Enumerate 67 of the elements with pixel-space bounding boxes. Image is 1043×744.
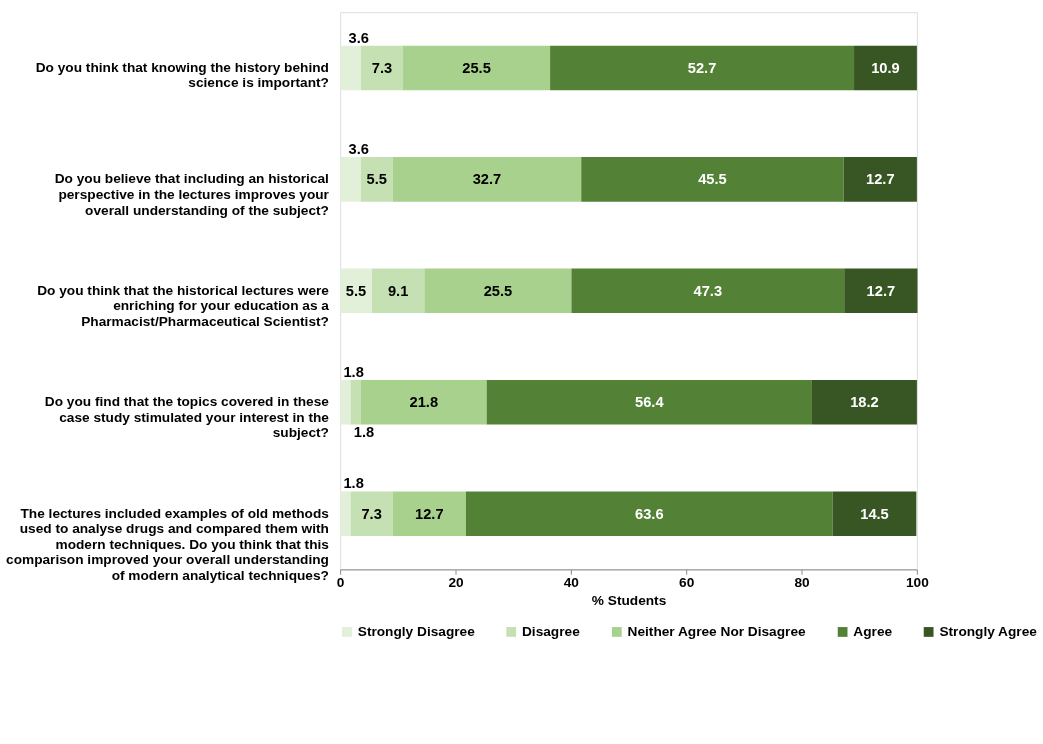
bar — [340, 491, 351, 536]
data-label: 56.4 — [635, 394, 665, 411]
bar — [360, 45, 404, 91]
data-label: 7.3 — [361, 505, 382, 522]
bar — [340, 45, 361, 91]
data-label: 21.8 — [409, 394, 439, 411]
bar — [550, 45, 855, 91]
data-label: 3.6 — [348, 29, 369, 46]
legend-label: Disagree — [521, 623, 581, 639]
x-tick-label: 80 — [794, 575, 811, 591]
data-label: 52.7 — [687, 59, 717, 76]
data-label: 1.8 — [343, 363, 364, 380]
bar — [571, 268, 845, 314]
data-label: 7.3 — [371, 59, 393, 76]
bar — [403, 45, 551, 91]
legend-label: Strongly Disagree — [357, 623, 476, 639]
legend-label: Agree — [853, 623, 893, 639]
data-label: 9.1 — [387, 282, 409, 299]
data-label: 12.7 — [866, 282, 896, 299]
data-label: 12.7 — [415, 505, 444, 522]
bar — [360, 157, 393, 202]
x-tick-label: 0 — [336, 575, 345, 591]
bar — [350, 491, 393, 536]
data-label: 1.8 — [353, 424, 375, 441]
bar — [340, 379, 351, 425]
data-label: 63.6 — [635, 505, 664, 522]
x-tick-label: 100 — [905, 575, 930, 591]
bar — [340, 157, 361, 202]
data-label: 3.6 — [348, 140, 369, 157]
bar — [854, 45, 917, 91]
y-tick-label: Do you find that the topics covered in these case study stimulated your interest in the subject? — [44, 394, 330, 441]
y-tick-label: The lectures included examples of old methods used to analyse drugs and compared them with modern techniques. Do you think that this comparison improved your overall understanding of modern analytical techniques? — [6, 505, 330, 584]
data-label: 14.5 — [860, 505, 889, 522]
data-label: 25.5 — [462, 59, 491, 76]
data-label: 47.3 — [693, 282, 723, 299]
legend-label: Strongly Agree — [939, 623, 1038, 639]
bar — [843, 157, 917, 202]
bar — [360, 379, 487, 425]
data-label: 45.5 — [698, 171, 727, 188]
bar — [350, 379, 361, 425]
x-axis-title: % Students — [591, 593, 667, 609]
y-tick-label: Do you think that knowing the history behind science is important? — [35, 59, 329, 91]
bar — [465, 491, 833, 536]
bar — [811, 379, 917, 425]
y-tick-label: Do you believe that including an historical perspective in the lectures improves your overall understanding of the subject? — [54, 171, 330, 218]
x-tick-label: 60 — [679, 575, 695, 591]
bar — [844, 268, 918, 314]
bar — [371, 268, 425, 314]
data-label: 25.5 — [483, 282, 513, 299]
bar — [486, 379, 812, 425]
legend-label: Neither Agree Nor Disagree — [627, 623, 806, 639]
data-label: 5.5 — [366, 171, 387, 188]
x-tick-label: 20 — [448, 575, 464, 591]
data-label: 5.5 — [345, 282, 367, 299]
bar — [424, 268, 572, 314]
bar — [340, 268, 372, 314]
bar — [832, 491, 917, 536]
data-label: 10.9 — [871, 59, 900, 76]
data-label: 12.7 — [866, 171, 895, 188]
data-label: 1.8 — [343, 475, 364, 492]
bar — [392, 157, 582, 202]
bar — [392, 491, 466, 536]
data-label: 18.2 — [850, 394, 879, 411]
x-tick-label: 40 — [563, 575, 580, 591]
y-tick-label: Do you think that the historical lectures were enriching for your education as a Pharmacist/Pharmaceutical Scientist? — [37, 282, 330, 329]
data-label: 32.7 — [472, 171, 502, 188]
bar — [581, 157, 844, 202]
